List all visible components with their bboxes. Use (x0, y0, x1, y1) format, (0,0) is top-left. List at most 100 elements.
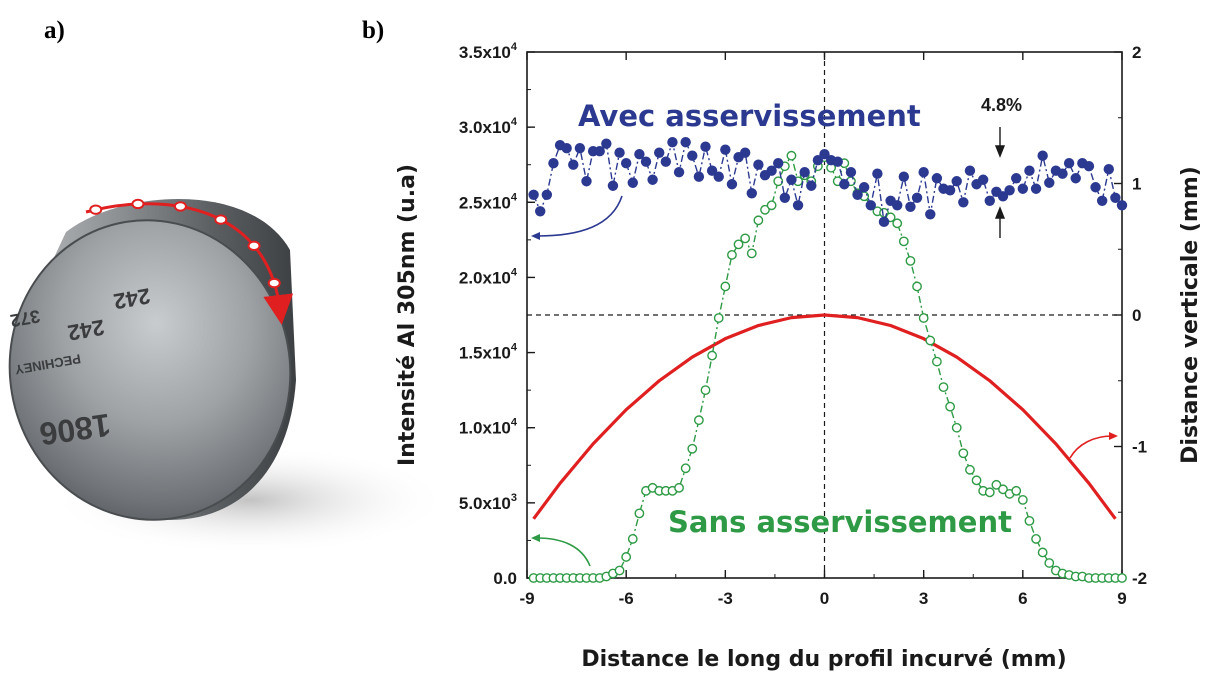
series-with-servo-point (673, 167, 685, 178)
series-with-servo-point (819, 148, 830, 160)
pointer-red (1069, 435, 1113, 459)
series-with-servo-point (1037, 150, 1048, 161)
series-with-servo-point (726, 179, 738, 190)
series-without-servo-point (627, 534, 638, 544)
series-without-servo-point (998, 484, 1008, 495)
series-without-servo-point (971, 475, 982, 486)
series-with-servo-point (812, 155, 824, 166)
series-with-servo-point (858, 182, 870, 193)
y-tick-label: 2.5x104 (459, 191, 518, 212)
series-with-servo-point (614, 147, 625, 158)
series-with-servo-point (528, 189, 539, 200)
y2-axis-title: Distance verticale (mm) (1178, 166, 1203, 464)
series-with-servo-point (647, 174, 658, 185)
y2-tick-label: 0 (1132, 306, 1141, 325)
series-with-servo-point (713, 171, 724, 182)
series-with-servo-point (660, 156, 672, 167)
series-with-servo-point (706, 165, 718, 176)
panel-label-a: a) (44, 17, 65, 44)
sampling-markers (89, 198, 281, 289)
y2-axis-ticks: -2 -1 0 1 2 (1114, 43, 1147, 588)
pointer-red-head (1109, 432, 1118, 440)
series-with-servo-point (607, 180, 619, 191)
series-with-servo-point (620, 158, 632, 169)
y2-tick-label: 1 (1132, 175, 1141, 194)
series-with-servo-point (964, 165, 976, 176)
series-without-servo-point (693, 415, 704, 426)
series-with-servo-point (753, 159, 764, 170)
pointer-green (536, 537, 591, 567)
panel-label-b: b) (362, 17, 384, 44)
sampling-marker (267, 277, 281, 289)
series-with-servo-point (878, 216, 890, 228)
series-with-servo-point (766, 165, 777, 176)
series-with-servo-point (997, 191, 1009, 202)
sampling-marker (131, 198, 145, 210)
sampling-marker (173, 201, 187, 212)
sampling-marker (247, 240, 261, 252)
series-with-servo-point (898, 171, 910, 182)
series-without-servo-point (965, 464, 975, 475)
series-with-servo-point (773, 158, 784, 169)
pointer-blue (536, 195, 623, 237)
series-with-servo-point (680, 136, 691, 148)
pointer-green-head (531, 534, 540, 542)
series-without-servo-point (753, 215, 764, 226)
series-with-servo-point (1004, 185, 1015, 196)
sampling-marker (89, 204, 103, 215)
series-with-servo-point (535, 206, 546, 217)
series-without-servo-point (746, 248, 757, 259)
series-with-servo-point (1030, 183, 1042, 194)
series-with-servo-point (594, 145, 605, 157)
y-tick-label: 2.0x104 (459, 266, 518, 287)
series-without-servo-point (945, 401, 956, 412)
series-without-servo-point (898, 236, 909, 247)
series-with-servo-point (845, 167, 857, 178)
y-axis-title: Intensité Al 305nm (u.a) (395, 164, 420, 466)
y-tick-label: 0.0 (493, 569, 517, 588)
annotation-variation: 4.8% (981, 95, 1022, 115)
y-axis-ticks: 0.0 5.0x103 1.0x104 1.5x104 2.0x104 2.5x104 3.… (459, 41, 535, 588)
series-with-servo-point (601, 138, 612, 149)
series-with-servo-point (911, 192, 923, 203)
series-without-servo-point (713, 313, 724, 323)
series-with-servo-point (1103, 164, 1114, 175)
series-with-servo-point (839, 179, 850, 190)
series-without-servo-point (621, 552, 632, 562)
series-with-servo-point (984, 195, 995, 206)
series-without-servo-point (733, 239, 744, 250)
y-tick-label: 1.5x104 (459, 342, 518, 363)
series-without-servo-point (958, 448, 969, 459)
series-with-servo-point (918, 167, 929, 178)
series-with-servo-point (951, 176, 962, 187)
series-with-servo-point (627, 177, 638, 188)
series-with-servo-point (1044, 177, 1055, 188)
series-with-servo-point (792, 200, 804, 211)
series-without-servo-point (931, 356, 942, 367)
series-with-servo-point (739, 147, 751, 158)
pointer-blue-head (531, 232, 540, 240)
series-with-servo-point (832, 156, 843, 167)
series-without-servo-point (773, 176, 784, 187)
series-with-servo-point (634, 148, 645, 160)
series-with-servo-point (1110, 192, 1121, 203)
annotation-with-servo: Avec asservissement (578, 99, 921, 133)
series-without-servo-point (918, 313, 929, 323)
series-without-servo-point (1017, 494, 1028, 505)
series-without-servo-point (1037, 547, 1048, 558)
series-without-servo-point (786, 150, 797, 161)
series-with-servo-point (700, 141, 711, 152)
series-with-servo-point (1024, 165, 1035, 176)
series-with-servo-point (1096, 195, 1108, 206)
variation-arrowhead-bottom (994, 206, 1006, 219)
chart: -9 -6 -3 0 3 6 9 0.0 5.0x103 1.0x104 1.5x104 2.0x1… (395, 41, 1203, 672)
series-without-servo-point (1044, 558, 1055, 568)
series-with-servo-point (1057, 168, 1068, 179)
series-with-servo-point (640, 156, 652, 167)
series-with-servo-point (1011, 173, 1022, 184)
y2-tick-label: -2 (1132, 569, 1147, 588)
series-with-servo-point (561, 142, 572, 154)
x-tick-label: -9 (519, 589, 534, 608)
x-tick-label: 3 (919, 589, 928, 608)
